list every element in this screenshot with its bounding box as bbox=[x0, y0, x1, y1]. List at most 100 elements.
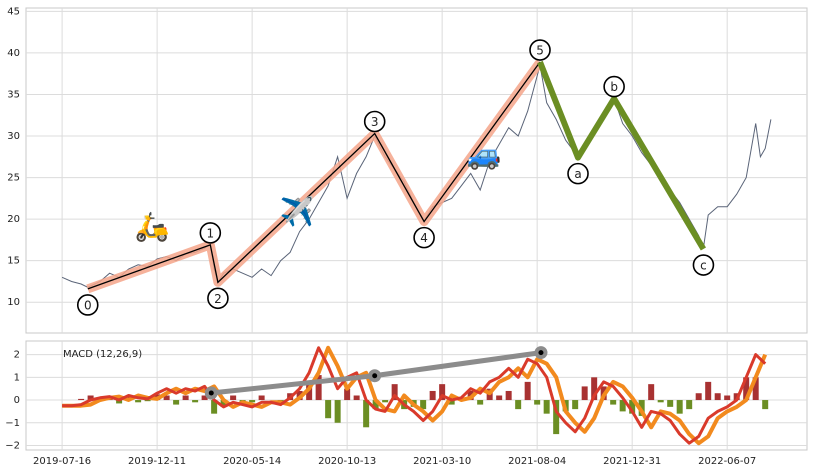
histogram-bar bbox=[743, 377, 750, 401]
histogram-bar bbox=[667, 400, 674, 407]
histogram-bar bbox=[762, 400, 769, 410]
histogram-bar bbox=[543, 400, 550, 414]
histogram-bar bbox=[477, 400, 484, 405]
histogram-bar bbox=[448, 400, 455, 405]
y-tick-label: 15 bbox=[7, 256, 20, 267]
correction-line bbox=[537, 60, 706, 251]
histogram-bar bbox=[420, 400, 427, 410]
histogram-bar bbox=[87, 395, 94, 401]
y-tick-label: 25 bbox=[7, 173, 20, 184]
histogram-bar bbox=[325, 400, 332, 419]
wave-label: 5 bbox=[536, 44, 544, 58]
histogram-bar bbox=[182, 395, 189, 401]
wave-label: a bbox=[574, 167, 581, 181]
histogram-bar bbox=[249, 400, 256, 403]
wave-label-circle bbox=[413, 226, 435, 249]
histogram-bar bbox=[695, 393, 702, 401]
histogram-bar bbox=[116, 400, 123, 404]
histogram-bar bbox=[619, 400, 626, 412]
histogram-bar bbox=[572, 400, 579, 410]
histogram-bar bbox=[334, 400, 341, 423]
trend-point-center bbox=[372, 373, 378, 379]
histogram-bar bbox=[344, 388, 351, 401]
icon: 🛵 bbox=[135, 210, 170, 243]
histogram-bar bbox=[439, 384, 446, 401]
trend-point-center bbox=[208, 390, 214, 396]
histogram-bar bbox=[220, 400, 227, 407]
y-tick-label: −2 bbox=[5, 440, 20, 451]
histogram-bar bbox=[163, 395, 170, 401]
histogram-bar bbox=[524, 381, 531, 401]
wave-label-circle bbox=[363, 110, 386, 133]
icon: ✈️ bbox=[280, 194, 315, 228]
histogram-bar bbox=[610, 400, 617, 405]
wave-label-circle bbox=[199, 222, 222, 244]
wave-label: 3 bbox=[371, 115, 379, 129]
histogram-bar bbox=[553, 400, 560, 435]
wave-label: c bbox=[700, 259, 707, 273]
x-tick-label: 2022-06-07 bbox=[698, 456, 756, 467]
histogram-bar bbox=[230, 395, 237, 401]
histogram-bar bbox=[125, 395, 132, 401]
wave-label-circle bbox=[603, 75, 625, 98]
y-tick-label: 1 bbox=[14, 372, 20, 383]
y-tick-label: 45 bbox=[7, 6, 20, 17]
wave-label: b bbox=[610, 80, 618, 94]
y-tick-label: 30 bbox=[7, 131, 20, 142]
icon: 🚙 bbox=[467, 138, 502, 171]
plot-area bbox=[25, 7, 808, 334]
y-tick-label: 2 bbox=[14, 350, 20, 361]
histogram-bar bbox=[144, 400, 151, 402]
histogram-bar bbox=[705, 381, 712, 401]
histogram-bar bbox=[648, 384, 655, 401]
histogram-bar bbox=[505, 390, 512, 401]
wave-label: 4 bbox=[420, 231, 428, 245]
x-tick-label: 2021-12-31 bbox=[603, 456, 661, 467]
x-tick-label: 2021-08-04 bbox=[508, 456, 566, 467]
x-tick-label: 2019-07-16 bbox=[33, 456, 91, 467]
wave-label-circle bbox=[207, 287, 229, 310]
price-line bbox=[61, 65, 772, 288]
histogram-bar bbox=[306, 384, 313, 401]
panel-label: MACD (12,26,9) bbox=[63, 349, 142, 360]
histogram-bar bbox=[496, 395, 503, 401]
wave-label: 1 bbox=[207, 226, 215, 240]
plot-area bbox=[25, 340, 808, 451]
wave-label: 0 bbox=[84, 298, 92, 312]
x-tick-label: 2020-05-14 bbox=[223, 456, 281, 467]
histogram-bar bbox=[135, 400, 142, 403]
histogram-bar bbox=[581, 386, 588, 401]
y-tick-label: 40 bbox=[7, 48, 20, 59]
x-tick-label: 2020-10-13 bbox=[318, 456, 376, 467]
y-tick-label: 20 bbox=[7, 214, 20, 225]
histogram-bar bbox=[429, 390, 436, 401]
histogram-bar bbox=[192, 400, 199, 403]
histogram-bar bbox=[382, 400, 389, 403]
histogram-bar bbox=[211, 400, 218, 414]
wave-label: 2 bbox=[214, 292, 222, 306]
histogram-bar bbox=[353, 395, 360, 401]
histogram-bar bbox=[315, 375, 322, 401]
histogram-bar bbox=[515, 400, 522, 410]
histogram-bar bbox=[752, 377, 759, 401]
y-tick-label: −1 bbox=[5, 418, 20, 429]
trend-point-center bbox=[538, 350, 544, 356]
wave-label-circle bbox=[567, 162, 589, 185]
histogram-bar bbox=[534, 400, 541, 405]
histogram-bar bbox=[629, 400, 636, 414]
wave-label-circle bbox=[76, 294, 99, 316]
macd-line bbox=[62, 346, 767, 445]
histogram-bar bbox=[363, 400, 370, 428]
impulse-line bbox=[87, 61, 541, 290]
histogram-bar bbox=[657, 400, 664, 403]
histogram-bar bbox=[258, 395, 265, 401]
wave-label-circle bbox=[692, 254, 715, 276]
wave-label-circle bbox=[529, 39, 551, 61]
y-tick-label: 35 bbox=[7, 89, 20, 100]
x-tick-label: 2019-12-11 bbox=[128, 456, 186, 467]
histogram-bar bbox=[714, 393, 721, 401]
y-tick-label: 10 bbox=[7, 297, 20, 308]
histogram-bar bbox=[173, 400, 180, 405]
histogram-bar bbox=[591, 377, 598, 401]
